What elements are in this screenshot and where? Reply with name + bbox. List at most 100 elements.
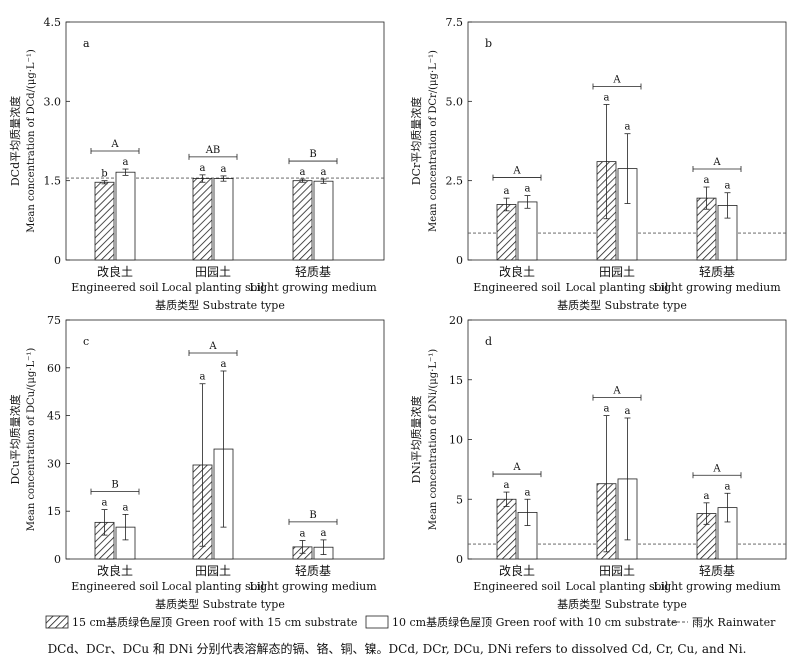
panel-label-c: c bbox=[83, 335, 89, 348]
category-label-cn-a: 改良土 bbox=[97, 264, 133, 279]
y-tick-label-c: 75 bbox=[47, 314, 61, 327]
bar-a-10cm bbox=[213, 178, 234, 261]
sig-letter-b: a bbox=[525, 184, 531, 195]
category-label-en-c: Engineered soil bbox=[71, 580, 159, 593]
y-axis-label-cn-c: DCu平均质量浓度 bbox=[8, 394, 22, 484]
sig-letter-a: a bbox=[200, 163, 206, 174]
legend-label-10cm: 10 cm基质绿色屋顶 Green roof with 10 cm substr… bbox=[392, 615, 677, 629]
bar-a-10cm bbox=[313, 180, 334, 261]
sig-letter-c: a bbox=[321, 528, 327, 539]
y-tick-label-d: 0 bbox=[456, 553, 463, 566]
panel-label-a: a bbox=[83, 37, 90, 50]
y-tick-label-c: 45 bbox=[47, 410, 61, 423]
bar-d-15cm bbox=[496, 498, 517, 560]
group-letter-a: B bbox=[309, 149, 316, 160]
group-letter-a: A bbox=[110, 139, 119, 150]
group-letter-a: AB bbox=[205, 145, 221, 156]
legend-label-rainwater: 雨水 Rainwater bbox=[692, 616, 776, 629]
y-tick-label-c: 30 bbox=[47, 457, 61, 470]
figure-caption: DCd、DCr、DCu 和 DNi 分别代表溶解态的镉、铬、铜、镍。DCd, D… bbox=[47, 642, 747, 656]
bar-a-15cm bbox=[192, 178, 213, 261]
x-axis-label-a: 基质类型 Substrate type bbox=[155, 298, 285, 312]
category-label-cn-b: 轻质基 bbox=[699, 265, 735, 279]
category-label-cn-a: 田园土 bbox=[195, 265, 231, 279]
sig-letter-b: a bbox=[504, 186, 510, 197]
sig-letter-d: a bbox=[625, 406, 631, 417]
sig-letter-c: a bbox=[200, 372, 206, 383]
group-letter-b: A bbox=[612, 75, 621, 86]
y-tick-label-a: 4.5 bbox=[44, 16, 62, 29]
category-label-cn-c: 田园土 bbox=[195, 564, 231, 578]
sig-letter-a: a bbox=[221, 164, 227, 175]
category-label-en-d: Engineered soil bbox=[473, 580, 561, 593]
category-label-en-a: Engineered soil bbox=[71, 281, 159, 294]
category-label-cn-b: 改良土 bbox=[499, 264, 535, 279]
y-tick-label-b: 5.0 bbox=[446, 95, 464, 108]
sig-letter-a: b bbox=[101, 169, 107, 180]
sig-letter-d: a bbox=[704, 491, 710, 502]
bar-a-10cm bbox=[115, 171, 136, 261]
sig-letter-d: a bbox=[604, 404, 610, 415]
y-tick-label-d: 20 bbox=[449, 314, 463, 327]
bar-a-15cm bbox=[292, 180, 313, 261]
category-label-en-c: Local planting soil bbox=[162, 580, 265, 593]
group-letter-d: A bbox=[712, 463, 721, 474]
legend-swatch-10cm bbox=[365, 615, 389, 629]
group-letter-c: B bbox=[111, 480, 118, 491]
category-label-cn-c: 轻质基 bbox=[295, 564, 331, 578]
group-letter-b: A bbox=[712, 157, 721, 168]
x-axis-label-b: 基质类型 Substrate type bbox=[557, 298, 687, 312]
y-tick-label-d: 5 bbox=[456, 493, 463, 506]
y-axis-label-cn-a: DCd平均质量浓度 bbox=[8, 96, 22, 186]
sig-letter-c: a bbox=[221, 359, 227, 370]
category-label-en-b: Engineered soil bbox=[473, 281, 561, 294]
group-letter-c: B bbox=[309, 510, 316, 521]
group-letter-d: A bbox=[512, 462, 521, 473]
y-tick-label-b: 7.5 bbox=[446, 16, 464, 29]
category-label-en-b: Light growing medium bbox=[653, 281, 781, 294]
legend-label-15cm: 15 cm基质绿色屋顶 Green roof with 15 cm substr… bbox=[72, 615, 357, 629]
sig-letter-c: a bbox=[102, 498, 108, 509]
y-tick-label-a: 1.5 bbox=[44, 175, 62, 188]
sig-letter-a: a bbox=[123, 157, 129, 168]
y-tick-label-b: 2.5 bbox=[446, 175, 464, 188]
category-label-cn-d: 轻质基 bbox=[699, 564, 735, 578]
y-tick-label-d: 10 bbox=[449, 434, 463, 447]
y-axis-label-en-b: Mean concentration of DCr/(μg·L⁻¹) bbox=[428, 50, 439, 232]
legend-swatch-15cm bbox=[45, 615, 69, 629]
category-label-en-a: Local planting soil bbox=[162, 281, 265, 294]
category-label-en-d: Light growing medium bbox=[653, 580, 781, 593]
panel-label-b: b bbox=[485, 37, 492, 50]
sig-letter-a: a bbox=[321, 167, 327, 178]
category-label-cn-d: 田园土 bbox=[599, 564, 635, 578]
legend: 15 cm基质绿色屋顶 Green roof with 15 cm substr… bbox=[45, 615, 776, 629]
sig-letter-b: a bbox=[625, 122, 631, 133]
category-label-cn-c: 改良土 bbox=[97, 563, 133, 578]
category-label-en-b: Local planting soil bbox=[566, 281, 669, 294]
category-label-cn-a: 轻质基 bbox=[295, 265, 331, 279]
sig-letter-b: a bbox=[725, 181, 731, 192]
sig-letter-c: a bbox=[123, 502, 129, 513]
y-axis-label-en-d: Mean concentration of DNi/(μg·L⁻¹) bbox=[428, 349, 439, 531]
y-axis-label-en-c: Mean concentration of DCu/(μg·L⁻¹) bbox=[26, 348, 37, 532]
category-label-cn-d: 改良土 bbox=[499, 563, 535, 578]
sig-letter-d: a bbox=[725, 481, 731, 492]
figure-panels: 0 1.5 3.0 4.5 a DCd平均质量浓度 Mean concentration o… bbox=[8, 16, 787, 611]
group-letter-b: A bbox=[512, 166, 521, 177]
bar-a-15cm bbox=[94, 181, 115, 261]
sig-letter-d: a bbox=[525, 487, 531, 498]
sig-letter-d: a bbox=[504, 480, 510, 491]
category-label-en-a: Light growing medium bbox=[249, 281, 377, 294]
panel-label-d: d bbox=[485, 335, 492, 348]
sig-letter-a: a bbox=[300, 167, 306, 178]
bar-b-10cm bbox=[517, 201, 538, 261]
y-axis-label-en-a: Mean concentration of DCd/(μg·L⁻¹) bbox=[26, 49, 37, 233]
bar-b-15cm bbox=[496, 204, 517, 261]
y-tick-label-d: 15 bbox=[449, 374, 463, 387]
group-letter-c: A bbox=[208, 341, 217, 352]
y-tick-label-c: 15 bbox=[47, 505, 61, 518]
y-tick-label-a: 3.0 bbox=[44, 95, 62, 108]
group-letter-d: A bbox=[612, 386, 621, 397]
sig-letter-b: a bbox=[604, 93, 610, 104]
category-label-en-d: Local planting soil bbox=[566, 580, 669, 593]
